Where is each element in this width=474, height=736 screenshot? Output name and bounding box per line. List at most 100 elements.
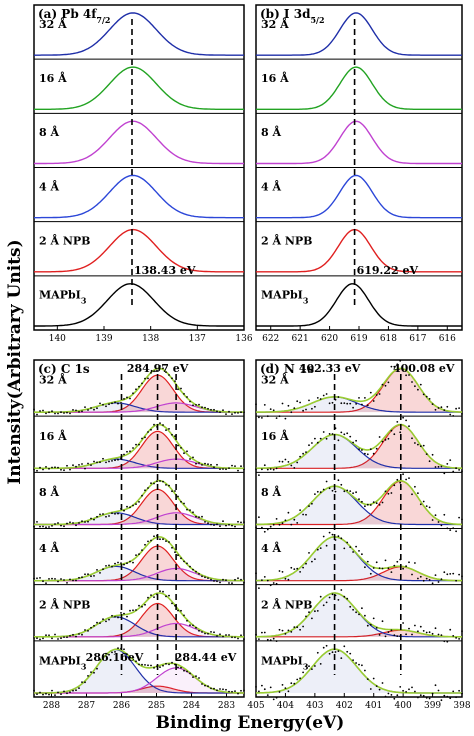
data-point xyxy=(171,661,173,664)
data-point xyxy=(63,636,65,638)
data-point xyxy=(165,484,167,486)
data-point xyxy=(305,451,307,453)
data-point xyxy=(48,634,50,637)
data-point xyxy=(346,541,349,544)
data-point xyxy=(234,636,236,639)
data-point xyxy=(272,637,275,640)
data-point xyxy=(275,467,278,470)
data-point xyxy=(255,526,257,529)
data-point xyxy=(387,437,390,440)
data-point xyxy=(189,400,191,403)
data-point xyxy=(458,407,460,409)
data-point xyxy=(316,610,319,612)
data-point xyxy=(296,400,299,403)
data-point xyxy=(287,629,290,632)
data-point xyxy=(126,396,128,399)
data-point xyxy=(93,671,95,674)
data-point xyxy=(325,480,328,483)
data-point xyxy=(228,690,230,693)
data-point xyxy=(231,464,233,467)
data-point xyxy=(411,381,413,383)
data-point xyxy=(36,693,38,695)
data-point xyxy=(319,398,322,400)
data-point xyxy=(434,408,437,411)
data-point xyxy=(358,397,360,399)
data-point xyxy=(272,582,275,584)
data-point xyxy=(234,525,236,528)
data-point xyxy=(159,590,161,593)
data-point xyxy=(355,662,357,664)
panel-d: 405 404 403 402 401 400 399 398 32 Å 16 Å 8 Å 4 Å 2 … xyxy=(247,359,471,711)
data-point xyxy=(102,403,104,406)
data-point xyxy=(132,447,134,449)
data-point xyxy=(349,435,352,438)
data-point xyxy=(455,467,457,470)
data-point xyxy=(51,689,53,692)
data-point xyxy=(316,651,319,654)
row-label: 16 Å xyxy=(39,71,67,85)
data-point xyxy=(428,398,431,400)
data-point xyxy=(328,433,331,435)
data-point xyxy=(287,578,290,581)
x-tick-label: 404 xyxy=(277,701,294,711)
data-point xyxy=(358,613,360,616)
data-point xyxy=(87,630,89,632)
data-point xyxy=(343,433,346,436)
row-1: 16 Å xyxy=(33,422,245,472)
data-point xyxy=(75,524,77,527)
data-point xyxy=(51,410,53,413)
fit-envelope xyxy=(255,592,462,638)
data-point xyxy=(364,614,366,617)
data-point xyxy=(132,561,134,564)
data-point xyxy=(156,369,158,372)
data-point xyxy=(414,442,416,444)
data-point xyxy=(331,651,334,654)
data-point xyxy=(204,462,206,465)
data-point xyxy=(33,525,35,528)
data-point xyxy=(150,428,152,431)
data-point xyxy=(381,682,384,684)
data-point xyxy=(102,655,104,657)
data-point xyxy=(138,553,140,555)
data-point xyxy=(346,432,349,435)
data-point xyxy=(411,633,413,636)
data-point xyxy=(375,561,378,564)
data-point xyxy=(263,530,266,533)
data-point xyxy=(358,498,360,500)
row-5: MAPbI3 xyxy=(33,647,245,696)
component-area xyxy=(256,396,462,413)
data-point xyxy=(408,477,410,479)
data-point xyxy=(201,406,203,409)
data-point xyxy=(84,681,86,684)
data-point xyxy=(319,437,322,440)
data-point xyxy=(308,399,310,402)
data-point xyxy=(452,527,455,530)
data-point xyxy=(419,383,422,386)
data-point xyxy=(263,688,266,691)
data-point xyxy=(186,562,188,565)
row-3: 4 Å xyxy=(34,174,244,219)
row-5: MAPbI3 xyxy=(255,644,463,702)
data-point xyxy=(72,409,74,411)
data-point xyxy=(343,547,346,550)
data-point xyxy=(198,629,200,632)
data-point xyxy=(272,523,275,526)
data-point xyxy=(159,538,161,541)
data-point xyxy=(66,411,68,414)
data-point xyxy=(287,690,290,693)
data-point xyxy=(393,697,396,700)
data-point xyxy=(216,635,218,637)
data-point xyxy=(75,689,77,692)
data-point xyxy=(425,577,428,580)
data-point xyxy=(93,575,95,577)
data-point xyxy=(78,633,80,635)
data-point xyxy=(278,628,281,631)
data-point xyxy=(355,545,357,548)
data-point xyxy=(153,482,155,485)
data-point xyxy=(138,663,140,666)
data-point xyxy=(51,637,53,640)
data-point xyxy=(440,524,443,527)
data-point xyxy=(129,560,131,563)
data-point xyxy=(147,664,149,667)
